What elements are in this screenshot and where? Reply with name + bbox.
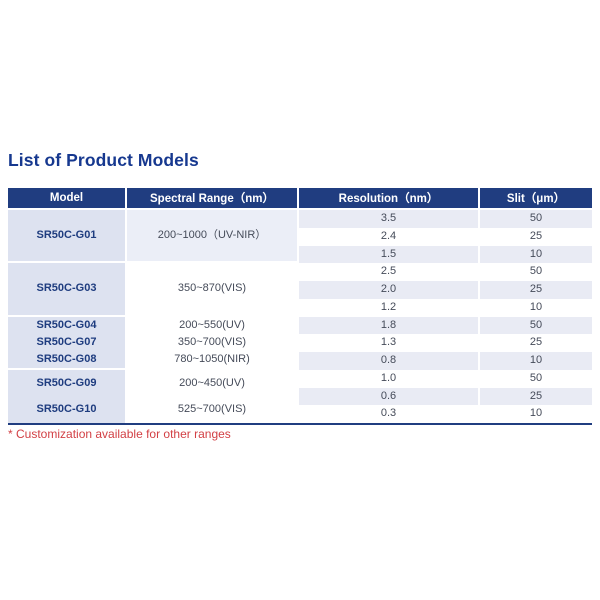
resolution-value-cell: 0.6 (299, 387, 478, 406)
resolution-value-cell: 0.3 (299, 405, 478, 423)
slit-value-cell: 25 (480, 281, 592, 299)
resolution-value-cell: 0.8 (299, 352, 478, 370)
slit-value-cell: 10 (480, 298, 592, 317)
page-title: List of Product Models (8, 150, 199, 170)
slit-value-cell: 50 (480, 263, 592, 281)
resolution-value-cell: 1.8 (299, 316, 478, 335)
model-name: SR50C-G03 (36, 282, 97, 295)
table-header-row: Model Spectral Range（nm） Resolution（nm） … (8, 188, 592, 208)
header-cell-resolution: Resolution（nm） (299, 188, 478, 208)
table-body: SR50C-G01 SR50C-G03 SR50C-G04 SR50C-G07 … (8, 210, 592, 423)
model-name: SR50C-G09 (36, 376, 97, 389)
range-cell-group3: 200~550(UV) 350~700(VIS) 780~1050(NIR) (127, 316, 297, 370)
slit-value-cell: 25 (480, 227, 592, 246)
slit-value-cell: 10 (480, 352, 592, 370)
model-cell-group3: SR50C-G04 SR50C-G07 SR50C-G08 (8, 316, 125, 370)
model-column: SR50C-G01 SR50C-G03 SR50C-G04 SR50C-G07 … (8, 210, 125, 423)
slit-column: 50 25 10 50 25 10 50 25 10 50 25 10 (480, 210, 592, 423)
slit-value-cell: 25 (480, 334, 592, 352)
resolution-value-cell: 2.5 (299, 263, 478, 281)
resolution-column: 3.5 2.4 1.5 2.5 2.0 1.2 1.8 1.3 0.8 1.0 … (299, 210, 478, 423)
slit-value-cell: 10 (480, 405, 592, 423)
spectral-range-column: 200~1000（UV-NIR） 350~870(VIS) 200~550(UV… (127, 210, 297, 423)
resolution-value-cell: 1.0 (299, 369, 478, 388)
range-value: 780~1050(NIR) (174, 352, 250, 365)
model-cell-group4: SR50C-G09 SR50C-G10 (8, 369, 125, 423)
range-value: 200~1000（UV-NIR） (157, 229, 267, 242)
resolution-value-cell: 2.0 (299, 281, 478, 299)
resolution-value-cell: 1.5 (299, 245, 478, 264)
slit-value-cell: 50 (480, 210, 592, 228)
resolution-value-cell: 1.2 (299, 298, 478, 317)
range-cell-group2: 350~870(VIS) (127, 263, 297, 317)
header-cell-spectral-range: Spectral Range（nm） (127, 188, 297, 208)
model-cell-group2: SR50C-G03 (8, 263, 125, 317)
range-cell-group1: 200~1000（UV-NIR） (127, 210, 297, 264)
header-cell-model: Model (8, 188, 125, 208)
resolution-value-cell: 3.5 (299, 210, 478, 228)
model-name: SR50C-G08 (36, 352, 97, 365)
model-name: SR50C-G10 (36, 403, 97, 416)
range-value: 350~700(VIS) (177, 335, 247, 348)
range-cell-group4: 200~450(UV) 525~700(VIS) (127, 369, 297, 423)
resolution-value-cell: 2.4 (299, 227, 478, 246)
resolution-value-cell: 1.3 (299, 334, 478, 352)
slit-value-cell: 10 (480, 245, 592, 264)
range-value: 200~450(UV) (179, 376, 245, 389)
range-value: 350~870(VIS) (177, 282, 247, 295)
header-cell-slit: Slit（μm） (480, 188, 592, 208)
range-value: 525~700(VIS) (177, 403, 247, 416)
slit-value-cell: 50 (480, 316, 592, 335)
slit-value-cell: 25 (480, 387, 592, 406)
footnote: * Customization available for other rang… (8, 427, 231, 441)
model-name: SR50C-G01 (36, 229, 97, 242)
slit-value-cell: 50 (480, 369, 592, 388)
model-name: SR50C-G04 (36, 318, 97, 331)
model-name: SR50C-G07 (36, 335, 97, 348)
product-models-table: Model Spectral Range（nm） Resolution（nm） … (8, 188, 592, 425)
range-value: 200~550(UV) (179, 318, 245, 331)
model-cell-group1: SR50C-G01 (8, 210, 125, 264)
